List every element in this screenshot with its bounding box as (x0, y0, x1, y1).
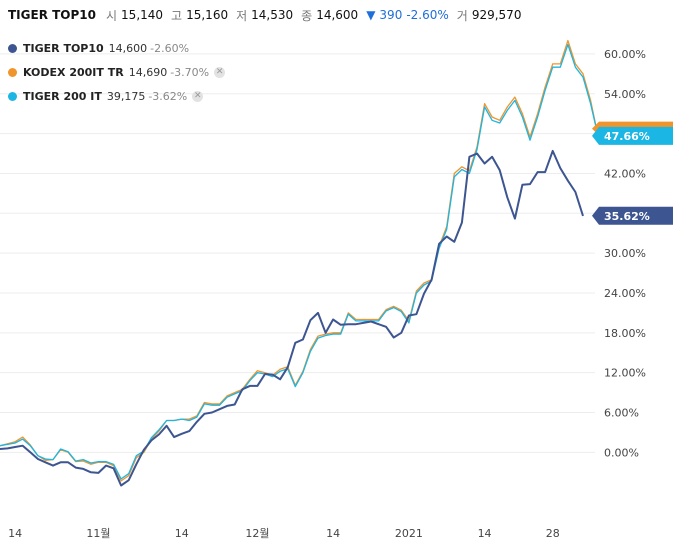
y-tick-label: 54.00% (604, 88, 646, 101)
volume-value: 929,570 (471, 8, 522, 22)
x-tick-label: 2021 (395, 527, 423, 540)
y-tick-label: 12.00% (604, 367, 646, 380)
change-percent: -2.60% (406, 8, 449, 22)
remove-series-icon[interactable]: ✕ (192, 90, 204, 102)
y-tick-label: 24.00% (604, 287, 646, 300)
legend-item-tiger-top10[interactable]: TIGER TOP10 14,600 -2.60% (8, 36, 225, 60)
last-value-badge-1 (592, 126, 673, 145)
y-tick-label: 30.00% (604, 247, 646, 260)
legend-value: 39,175 (106, 89, 146, 103)
last-value-label: 47.66% (604, 130, 650, 143)
x-tick-label: 14 (478, 527, 492, 540)
x-tick-label: 12월 (245, 527, 269, 540)
down-arrow-icon: ▼ (366, 8, 376, 22)
y-axis-labels: 60.00%54.00%48.00%42.00%36.00%30.00%24.0… (604, 48, 646, 459)
series-color-dot-icon (8, 67, 17, 77)
change-value: 390 (379, 8, 403, 22)
y-tick-label: 0.00% (604, 446, 639, 459)
legend-name: KODEX 200IT TR (23, 65, 124, 79)
x-tick-label: 14 (326, 527, 340, 540)
price-summary-header: TIGER TOP10 시 15,140 고 15,160 저 14,530 종… (8, 6, 525, 24)
legend: TIGER TOP10 14,600 -2.60% KODEX 200IT TR… (8, 36, 226, 108)
last-value-badges: 47.66% 35.62% (592, 121, 673, 225)
legend-value: 14,690 (128, 65, 168, 79)
x-tick-label: 14 (175, 527, 189, 540)
x-tick-label: 14 (8, 527, 22, 540)
low-value: 14,530 (251, 8, 294, 22)
y-tick-label: 42.00% (604, 167, 646, 180)
series-lines (0, 39, 599, 487)
last-value-badge-2 (592, 206, 673, 225)
y-tick-label: 60.00% (604, 48, 646, 61)
series-color-dot-icon (8, 43, 17, 53)
x-tick-label: 11월 (86, 527, 110, 540)
open-label: 시 (106, 8, 118, 23)
legend-name: TIGER TOP10 (23, 41, 104, 55)
legend-item-kodex-200it-tr[interactable]: KODEX 200IT TR 14,690 -3.70% ✕ (8, 60, 226, 84)
series-line-2[interactable] (0, 43, 599, 480)
y-tick-label: 6.00% (604, 407, 639, 420)
legend-change: -3.70% (170, 65, 210, 79)
open-value: 15,140 (121, 8, 164, 22)
close-value: 14,600 (316, 8, 359, 22)
high-label: 고 (171, 8, 183, 23)
legend-change: -2.60% (150, 41, 190, 55)
series-line-0[interactable] (0, 149, 584, 487)
legend-item-tiger-200-it[interactable]: TIGER 200 IT 39,175 -3.62% ✕ (8, 84, 225, 108)
series-color-dot-icon (8, 91, 17, 101)
legend-value: 14,600 (108, 41, 148, 55)
security-title: TIGER TOP10 (8, 8, 96, 22)
volume-label: 거 (456, 8, 468, 23)
legend-name: TIGER 200 IT (23, 89, 102, 103)
remove-series-icon[interactable]: ✕ (214, 66, 226, 78)
high-value: 15,160 (186, 8, 229, 22)
legend-change: -3.62% (148, 89, 188, 103)
x-axis-labels: 14 11월 14 12월 14 2021 14 28 (8, 527, 560, 540)
x-tick-label: 28 (546, 527, 560, 540)
grid-lines (0, 53, 595, 453)
last-value-label: 35.62% (604, 210, 650, 223)
y-tick-label: 18.00% (604, 327, 646, 340)
close-label: 종 (301, 8, 313, 23)
low-label: 저 (236, 8, 248, 23)
